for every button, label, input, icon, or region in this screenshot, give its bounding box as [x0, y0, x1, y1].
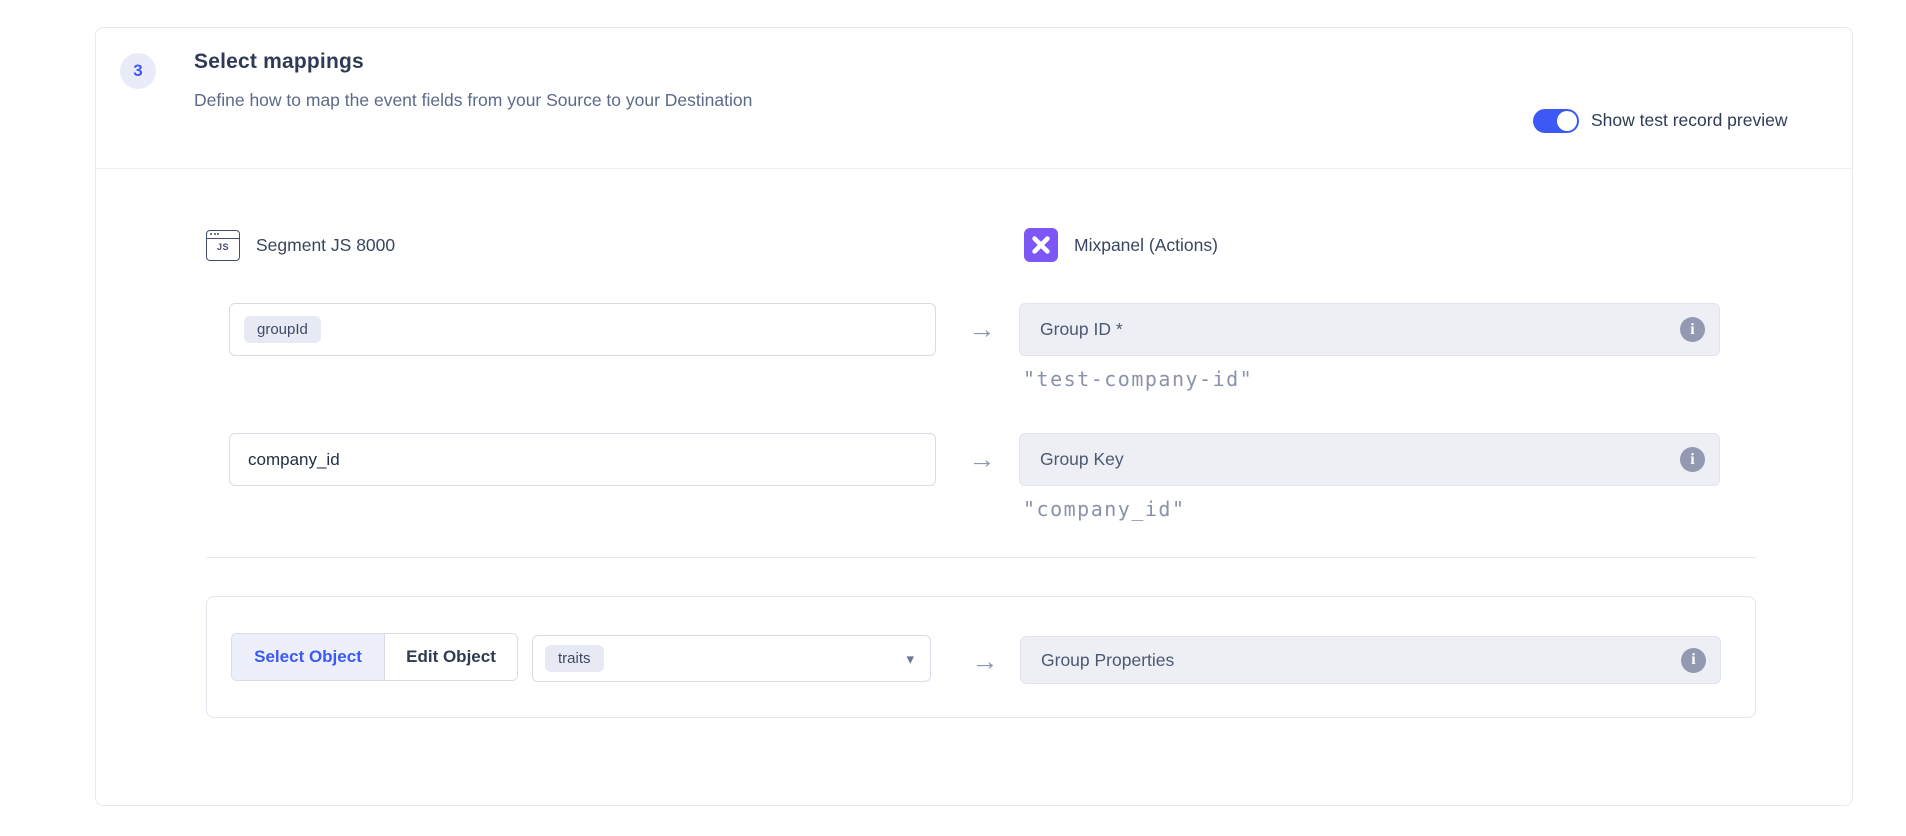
destination-field-label: Group ID * — [1040, 319, 1123, 339]
source-field-input-company-id[interactable]: company_id — [229, 433, 936, 486]
page-subtitle: Define how to map the event fields from … — [194, 90, 753, 110]
object-mode-button-group: Select Object Edit Object — [231, 633, 518, 681]
dropdown-value-token: traits — [545, 645, 604, 672]
header-divider — [96, 168, 1852, 169]
js-icon-text: JS — [216, 241, 229, 252]
test-preview-value: "company_id" — [1023, 497, 1186, 521]
destination-field-group-properties: Group Properties i — [1020, 636, 1721, 684]
mixpanel-logo-icon — [1024, 228, 1058, 262]
edit-object-button[interactable]: Edit Object — [385, 634, 517, 680]
chevron-down-icon: ▾ — [906, 650, 914, 668]
source-field-input-groupid[interactable]: groupId — [229, 303, 936, 356]
page-title: Select mappings — [194, 50, 364, 73]
destination-header: Mixpanel (Actions) — [1024, 228, 1218, 262]
source-name: Segment JS 8000 — [256, 234, 396, 255]
source-header: JS Segment JS 8000 — [206, 228, 395, 262]
source-field-token[interactable]: groupId — [244, 316, 321, 343]
toggle-knob — [1557, 111, 1577, 131]
info-icon[interactable]: i — [1680, 447, 1705, 472]
destination-field-label: Group Key — [1040, 449, 1124, 469]
test-preview-value: "test-company-id" — [1023, 367, 1254, 391]
show-test-record-preview-toggle[interactable] — [1533, 109, 1579, 133]
object-source-dropdown[interactable]: traits ▾ — [532, 635, 931, 682]
info-icon[interactable]: i — [1680, 317, 1705, 342]
source-js-browser-icon: JS — [206, 229, 240, 261]
step-number-badge: 3 — [120, 53, 156, 89]
destination-field-group-id: Group ID * i — [1019, 303, 1720, 356]
destination-field-label: Group Properties — [1041, 649, 1175, 670]
select-mappings-card: 3 Select mappings Define how to map the … — [95, 27, 1853, 806]
arrow-right-icon: → — [971, 646, 999, 676]
source-field-text: company_id — [248, 449, 340, 469]
toggle-label: Show test record preview — [1591, 110, 1788, 130]
info-icon[interactable]: i — [1681, 647, 1706, 673]
arrow-right-icon: → — [968, 444, 996, 474]
destination-field-group-key: Group Key i — [1019, 433, 1720, 486]
select-object-button[interactable]: Select Object — [232, 634, 385, 680]
arrow-right-icon: → — [968, 314, 996, 344]
section-divider — [206, 557, 1756, 558]
object-mapping-box: Select Object Edit Object traits ▾ → Gro… — [206, 596, 1756, 718]
destination-name: Mixpanel (Actions) — [1074, 234, 1218, 255]
